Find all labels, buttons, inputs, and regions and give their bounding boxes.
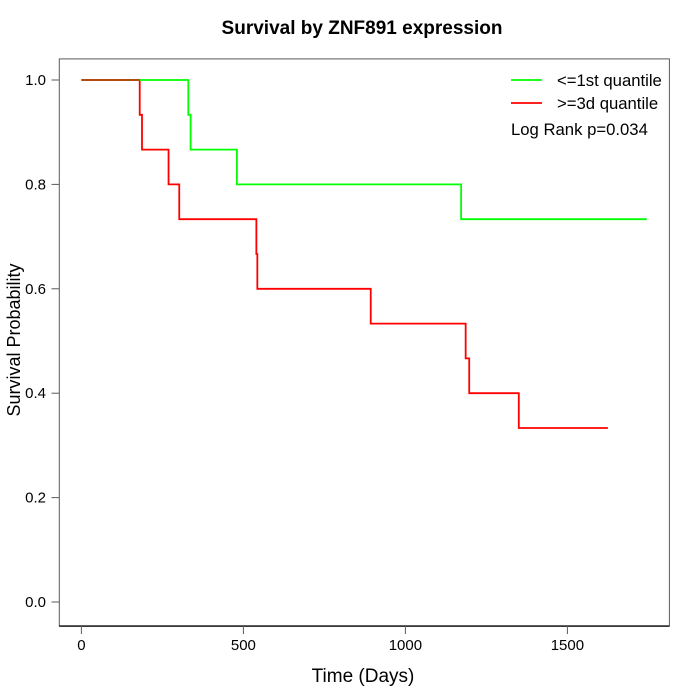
svg-text:500: 500 — [231, 637, 256, 654]
svg-text:0.4: 0.4 — [25, 385, 46, 402]
svg-text:1000: 1000 — [389, 637, 422, 654]
svg-text:<=1st quantile: <=1st quantile — [557, 71, 662, 90]
svg-text:1.0: 1.0 — [25, 72, 46, 89]
svg-text:0.2: 0.2 — [25, 490, 46, 507]
svg-text:>=3d quantile: >=3d quantile — [557, 94, 658, 113]
svg-text:Time (Days): Time (Days) — [312, 666, 415, 687]
svg-text:0.8: 0.8 — [25, 176, 46, 193]
svg-text:1500: 1500 — [551, 637, 584, 654]
svg-text:Survival Probability: Survival Probability — [4, 263, 24, 416]
svg-text:Log Rank p=0.034: Log Rank p=0.034 — [511, 120, 648, 139]
svg-text:0.6: 0.6 — [25, 281, 46, 298]
svg-text:Survival by ZNF891 expression: Survival by ZNF891 expression — [222, 18, 503, 39]
svg-text:0.0: 0.0 — [25, 594, 46, 611]
svg-text:0: 0 — [77, 637, 85, 654]
